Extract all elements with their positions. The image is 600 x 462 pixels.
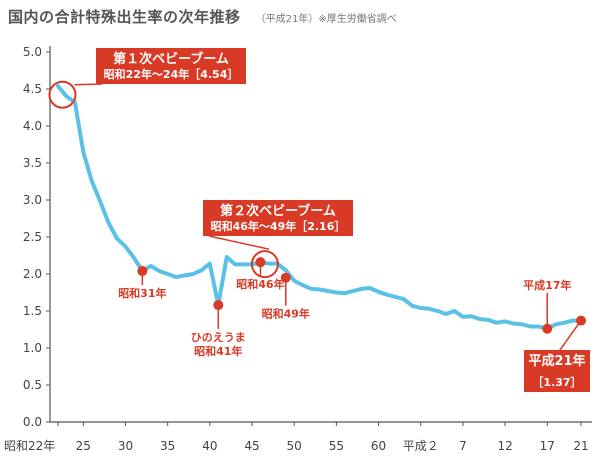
title-row: 国内の合計特殊出生率の次年推移 （平成21年）※厚生労働省調べ	[8, 6, 397, 30]
y-tick-label: 0.0	[23, 415, 42, 429]
callout-subtitle: 昭和46年〜49年［2.16］	[211, 219, 346, 233]
x-tick-label: 35	[160, 439, 175, 453]
data-marker	[255, 257, 266, 268]
callout-title: 第１次ベビーブーム	[113, 51, 229, 67]
y-tick-label: 3.0	[23, 193, 42, 207]
callout-subtitle: ［1.37］	[532, 375, 581, 389]
x-tick-label: 17	[540, 439, 555, 453]
x-tick-label: 40	[202, 439, 217, 453]
x-tick-label: 21	[573, 439, 588, 453]
y-tick-label: 4.5	[23, 82, 42, 96]
x-tick-label: 昭和22年	[4, 439, 55, 453]
x-tick-label: 30	[118, 439, 133, 453]
y-tick-label: 1.5	[23, 304, 42, 318]
x-tick-label: 45	[244, 439, 259, 453]
marker-label: 昭和46年	[236, 277, 284, 291]
callout-pointer	[208, 235, 270, 250]
y-tick-label: 3.5	[23, 156, 42, 170]
data-marker	[137, 266, 148, 277]
callout-box	[524, 350, 590, 392]
y-tick-label: 1.0	[23, 341, 42, 355]
callout-box	[96, 48, 246, 84]
data-marker	[542, 323, 553, 334]
callout-title: 平成21年	[528, 353, 585, 369]
callout-title: 第２次ベビーブーム	[220, 203, 336, 219]
marker-label: 平成17年	[523, 278, 571, 292]
babyboom-circle	[250, 250, 279, 279]
x-tick-label: 60	[371, 439, 386, 453]
data-marker	[213, 300, 224, 311]
y-tick-label: 2.5	[23, 230, 42, 244]
marker-label: ひのえうま	[191, 331, 246, 344]
data-marker	[280, 272, 291, 283]
x-tick-label: 55	[329, 439, 344, 453]
y-tick-label: 5.0	[23, 45, 42, 59]
marker-label: 昭和41年	[194, 344, 242, 358]
x-tick-label: 平成２	[403, 439, 439, 453]
marker-label: 昭和31年	[118, 286, 166, 300]
callout-pointer	[74, 83, 103, 86]
source-note: （平成21年）※厚生労働省調べ	[255, 14, 397, 25]
babyboom-circle	[48, 80, 77, 109]
x-tick-label: 50	[287, 439, 302, 453]
x-tick-label: 12	[497, 439, 512, 453]
chart-title: 国内の合計特殊出生率の次年推移	[8, 8, 241, 26]
y-tick-label: 2.0	[23, 267, 42, 281]
marker-label: 昭和49年	[262, 307, 310, 321]
x-tick-label: 7	[459, 439, 467, 453]
y-tick-label: 0.5	[23, 378, 42, 392]
callout-subtitle: 昭和22年〜24年［4.54］	[104, 67, 239, 81]
callout-box	[203, 200, 353, 236]
y-tick-label: 4.0	[23, 119, 42, 133]
x-tick-label: 25	[76, 439, 91, 453]
